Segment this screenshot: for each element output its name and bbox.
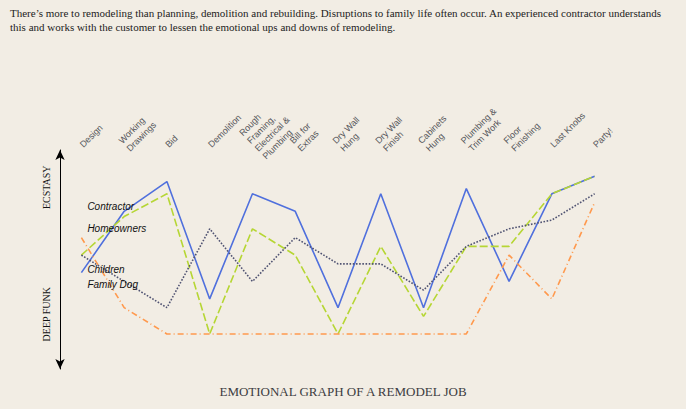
svg-text:Hung: Hung [424,131,446,153]
svg-text:Contractor: Contractor [87,201,134,212]
svg-text:Trim Work: Trim Work [467,117,503,153]
svg-text:Dry Wall: Dry Wall [330,114,362,146]
svg-text:Homeowners: Homeowners [87,223,146,234]
svg-text:Rough: Rough [237,112,264,138]
svg-text:this and works with the custom: this and works with the customer to less… [10,21,395,33]
svg-text:Finishing: Finishing [509,121,542,154]
svg-text:Finish: Finish [381,129,405,153]
svg-text:There’s more to remodeling tha: There’s more to remodeling than planning… [10,7,664,19]
svg-text:Bid: Bid [163,133,179,149]
svg-text:Dry Wall: Dry Wall [373,114,405,146]
svg-text:Electrical &: Electrical & [252,114,292,154]
svg-text:Demolition: Demolition [206,112,244,150]
svg-text:Plumbing: Plumbing [261,128,295,162]
svg-text:Cabinets: Cabinets [416,113,449,146]
svg-text:Plumbing &: Plumbing & [458,106,499,146]
svg-text:Children: Children [87,264,125,275]
svg-text:Party!: Party! [591,126,615,150]
svg-text:Last Knobs: Last Knobs [548,110,587,149]
svg-text:Family Dog: Family Dog [87,279,138,290]
svg-text:Extras: Extras [296,128,321,153]
svg-text:Hung: Hung [338,131,360,153]
svg-text:Floor: Floor [501,124,524,146]
svg-text:Working: Working [116,115,147,146]
svg-text:Drawings: Drawings [125,120,159,154]
svg-text:Framing,: Framing, [245,113,278,146]
svg-text:Bill for: Bill for [287,120,313,146]
svg-text:DEEP FUNK: DEEP FUNK [41,286,52,341]
svg-text:Design: Design [78,123,105,150]
svg-text:EMOTIONAL GRAPH OF A REMODEL J: EMOTIONAL GRAPH OF A REMODEL JOB [219,384,466,399]
svg-text:ECSTASY: ECSTASY [41,165,52,209]
